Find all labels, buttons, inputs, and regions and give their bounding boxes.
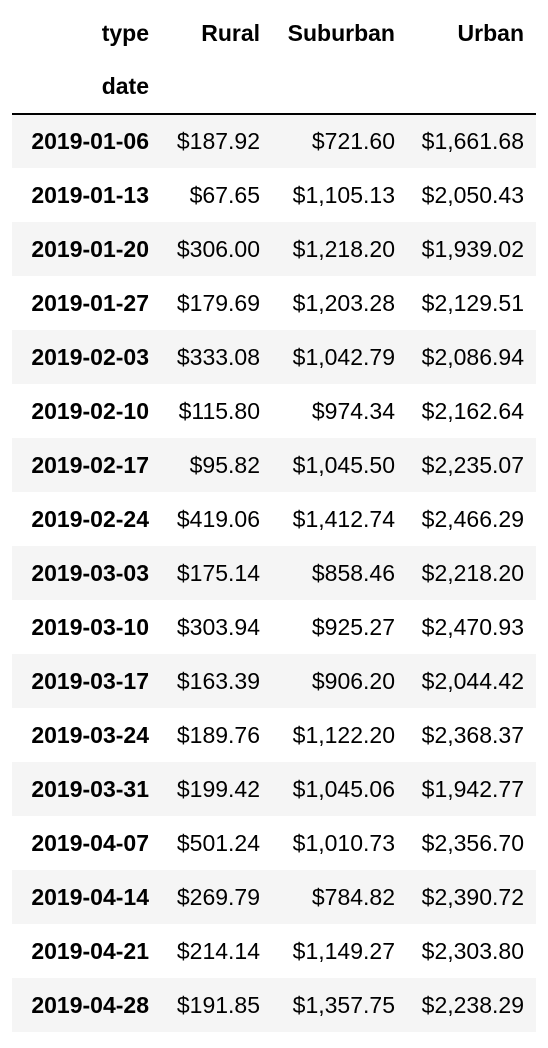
row-date-label: 2019-01-27: [31, 289, 149, 316]
cell-urban: $2,044.42: [421, 667, 524, 694]
cell-suburban: $1,218.20: [292, 235, 395, 262]
cell-urban: $1,942.77: [421, 775, 524, 802]
column-header-suburban: Suburban: [287, 19, 395, 46]
row-date-label: 2019-03-03: [31, 559, 149, 586]
cell-rural: $501.24: [176, 829, 260, 856]
index-name-label: date: [12, 60, 161, 115]
column-header-rural: Rural: [201, 19, 260, 46]
cell-rural: $189.76: [176, 721, 260, 748]
table-row: 2019-03-24 $189.76 $1,122.20 $2,368.37: [12, 708, 536, 762]
cell-urban: $2,050.43: [421, 181, 524, 208]
row-date-label: 2019-04-28: [31, 991, 149, 1018]
cell-suburban: $974.34: [311, 397, 395, 424]
table-row: 2019-04-14 $269.79 $784.82 $2,390.72: [12, 870, 536, 924]
cell-urban: $2,235.07: [421, 451, 524, 478]
row-date-label: 2019-03-24: [31, 721, 149, 748]
cell-urban: $2,238.29: [421, 991, 524, 1018]
cell-urban: $1,661.68: [421, 128, 524, 154]
cell-rural: $163.39: [176, 667, 260, 694]
cell-suburban: $1,045.50: [292, 451, 395, 478]
table-row: 2019-04-07 $501.24 $1,010.73 $2,356.70: [12, 816, 536, 870]
cell-suburban: $1,149.27: [292, 937, 395, 964]
cell-rural: $333.08: [176, 343, 260, 370]
table-row: 2019-04-21 $214.14 $1,149.27 $2,303.80: [12, 924, 536, 978]
column-header-urban: Urban: [457, 19, 524, 46]
cell-urban: $2,218.20: [421, 559, 524, 586]
cell-rural: $191.85: [176, 991, 260, 1018]
cell-urban: $2,129.51: [421, 289, 524, 316]
cell-suburban: $1,045.06: [292, 775, 395, 802]
cell-rural: $187.92: [176, 128, 260, 154]
table-body: 2019-01-06 $187.92 $721.60 $1,661.68 2019-01…: [12, 114, 536, 1032]
table-row: 2019-04-28 $191.85 $1,357.75 $2,238.29: [12, 978, 536, 1032]
cell-suburban: $1,412.74: [292, 505, 395, 532]
cell-suburban: $721.60: [311, 128, 395, 154]
row-date-label: 2019-03-10: [31, 613, 149, 640]
cell-suburban: $1,357.75: [292, 991, 395, 1018]
column-header-row: type Rural Suburban Urban: [12, 6, 536, 60]
row-date-label: 2019-02-17: [31, 451, 149, 478]
table-row: 2019-01-06 $187.92 $721.60 $1,661.68: [12, 114, 536, 168]
cell-rural: $269.79: [176, 883, 260, 910]
row-date-label: 2019-04-21: [31, 937, 149, 964]
cell-rural: $419.06: [176, 505, 260, 532]
row-date-label: 2019-01-20: [31, 235, 149, 262]
table-row: 2019-01-20 $306.00 $1,218.20 $1,939.02: [12, 222, 536, 276]
row-date-label: 2019-04-07: [31, 829, 149, 856]
cell-rural: $67.65: [189, 181, 260, 208]
cell-urban: $2,368.37: [421, 721, 524, 748]
cell-rural: $214.14: [176, 937, 260, 964]
cell-suburban: $1,042.79: [292, 343, 395, 370]
table-row: 2019-03-17 $163.39 $906.20 $2,044.42: [12, 654, 536, 708]
table-row: 2019-03-10 $303.94 $925.27 $2,470.93: [12, 600, 536, 654]
index-name-spacer: [407, 60, 536, 115]
row-date-label: 2019-01-13: [31, 181, 149, 208]
index-name-spacer: [161, 60, 272, 115]
cell-suburban: $1,010.73: [292, 829, 395, 856]
row-date-label: 2019-03-17: [31, 667, 149, 694]
table-row: 2019-01-13 $67.65 $1,105.13 $2,050.43: [12, 168, 536, 222]
cell-rural: $115.80: [178, 397, 260, 424]
row-date-label: 2019-02-03: [31, 343, 149, 370]
cell-rural: $95.82: [189, 451, 260, 478]
cell-suburban: $784.82: [311, 883, 395, 910]
cell-urban: $2,390.72: [421, 883, 524, 910]
cell-urban: $2,466.29: [421, 505, 524, 532]
cell-urban: $2,470.93: [421, 613, 524, 640]
cell-rural: $199.42: [176, 775, 260, 802]
cell-suburban: $1,122.20: [292, 721, 395, 748]
row-date-label: 2019-02-24: [31, 505, 149, 532]
table-row: 2019-02-17 $95.82 $1,045.50 $2,235.07: [12, 438, 536, 492]
columns-name-label: type: [101, 19, 149, 46]
table-row: 2019-02-24 $419.06 $1,412.74 $2,466.29: [12, 492, 536, 546]
index-name-spacer: [272, 60, 407, 115]
cell-urban: $1,939.02: [421, 235, 524, 262]
cell-suburban: $858.46: [311, 559, 395, 586]
fare-summary-table: type Rural Suburban Urban date 2019-01-0…: [12, 6, 536, 1032]
cell-urban: $2,086.94: [421, 343, 524, 370]
table-header: type Rural Suburban Urban date: [12, 6, 536, 115]
cell-suburban: $925.27: [311, 613, 395, 640]
index-name-row: date: [12, 60, 536, 115]
table-row: 2019-03-31 $199.42 $1,045.06 $1,942.77: [12, 762, 536, 816]
cell-suburban: $1,105.13: [292, 181, 395, 208]
cell-urban: $2,303.80: [421, 937, 524, 964]
cell-rural: $175.14: [176, 559, 260, 586]
row-date-label: 2019-04-14: [31, 883, 149, 910]
cell-rural: $306.00: [176, 235, 260, 262]
cell-suburban: $906.20: [311, 667, 395, 694]
row-date-label: 2019-02-10: [31, 397, 149, 424]
table-row: 2019-03-03 $175.14 $858.46 $2,218.20: [12, 546, 536, 600]
cell-urban: $2,162.64: [421, 397, 524, 424]
cell-rural: $179.69: [176, 289, 260, 316]
row-date-label: 2019-01-06: [31, 128, 149, 154]
table-row: 2019-02-03 $333.08 $1,042.79 $2,086.94: [12, 330, 536, 384]
cell-suburban: $1,203.28: [292, 289, 395, 316]
row-date-label: 2019-03-31: [31, 775, 149, 802]
cell-urban: $2,356.70: [421, 829, 524, 856]
table-row: 2019-01-27 $179.69 $1,203.28 $2,129.51: [12, 276, 536, 330]
cell-rural: $303.94: [176, 613, 260, 640]
table-row: 2019-02-10 $115.80 $974.34 $2,162.64: [12, 384, 536, 438]
